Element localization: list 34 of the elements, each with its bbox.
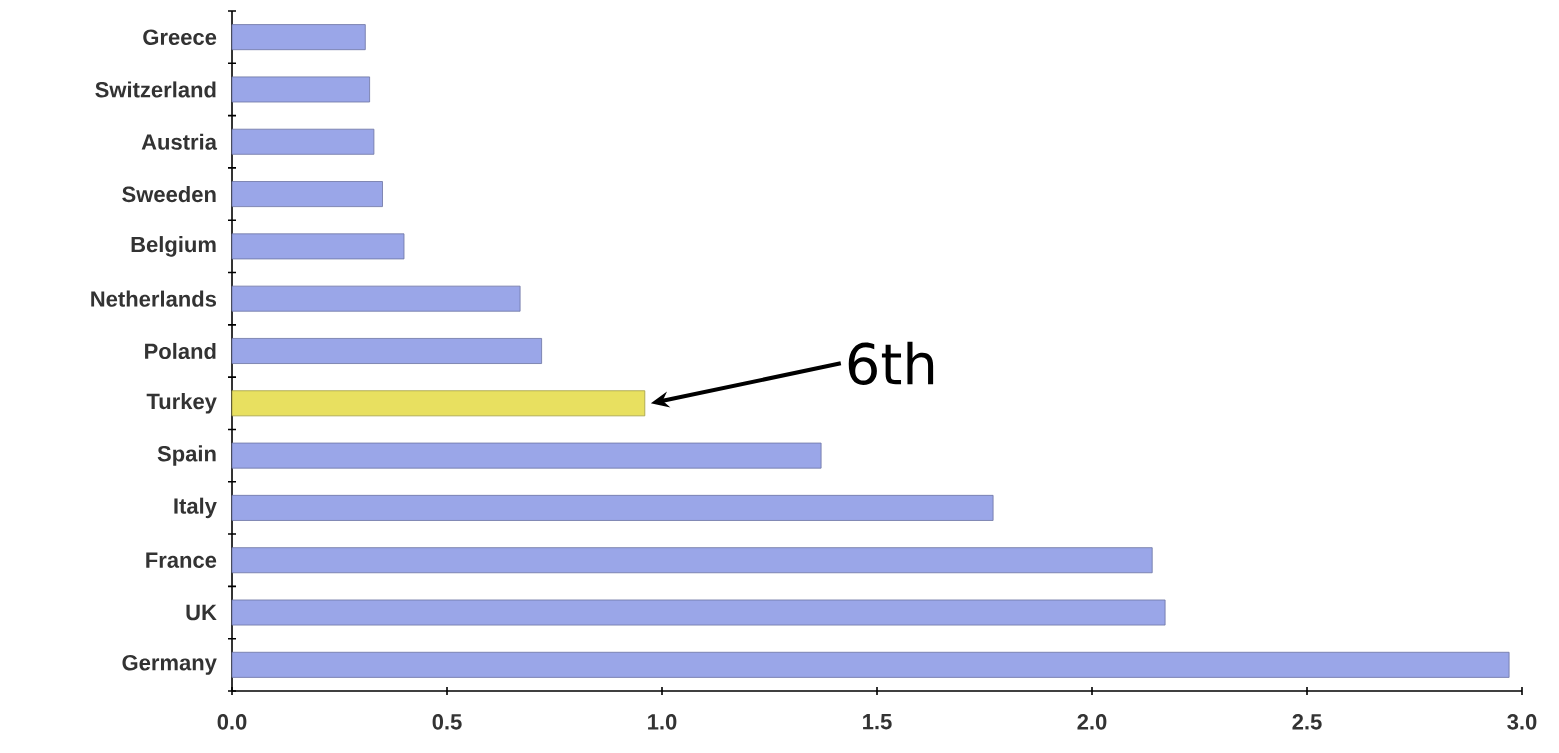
- y-tick-label: Greece: [143, 29, 217, 45]
- bar: [231, 285, 521, 312]
- annotation: 6th: [848, 341, 934, 385]
- y-tick-label: France: [146, 552, 217, 568]
- y-tick-label: Germany: [122, 654, 217, 675]
- bar: [231, 128, 375, 155]
- y-tick-label: Poland: [145, 342, 216, 360]
- y-tick-label: Belgium: [131, 236, 216, 257]
- bar: [231, 651, 1510, 678]
- bar: [231, 24, 366, 51]
- y-tick-label: Switzerland: [95, 81, 216, 98]
- y-tick-label: Turkey: [146, 393, 217, 414]
- bar: [231, 390, 646, 417]
- x-tick-label: 0.0: [217, 714, 247, 730]
- x-tick-label: 1.0: [648, 714, 677, 730]
- x-tick-label: 1.5: [863, 714, 892, 730]
- bar: [231, 181, 383, 208]
- y-tick-label: Spain: [157, 445, 216, 466]
- x-tick-label: 3.0: [1507, 714, 1537, 730]
- bar: [231, 494, 994, 521]
- x-tick-label: 2.5: [1292, 714, 1322, 730]
- x-tick-label: 0.5: [432, 714, 462, 730]
- y-tick-label: Austria: [141, 133, 218, 150]
- y-tick-label: Italy: [174, 497, 217, 519]
- bar: [231, 547, 1153, 574]
- bar: [231, 442, 822, 469]
- bar: [231, 599, 1166, 626]
- y-tick-label: Sweeden: [122, 185, 216, 203]
- bar: [231, 338, 543, 364]
- x-tick-label: 2.0: [1077, 714, 1107, 730]
- y-tick-label: UK: [186, 604, 217, 621]
- bar: [231, 76, 371, 103]
- y-tick-label: Netherlands: [91, 290, 217, 307]
- bar: [231, 233, 405, 260]
